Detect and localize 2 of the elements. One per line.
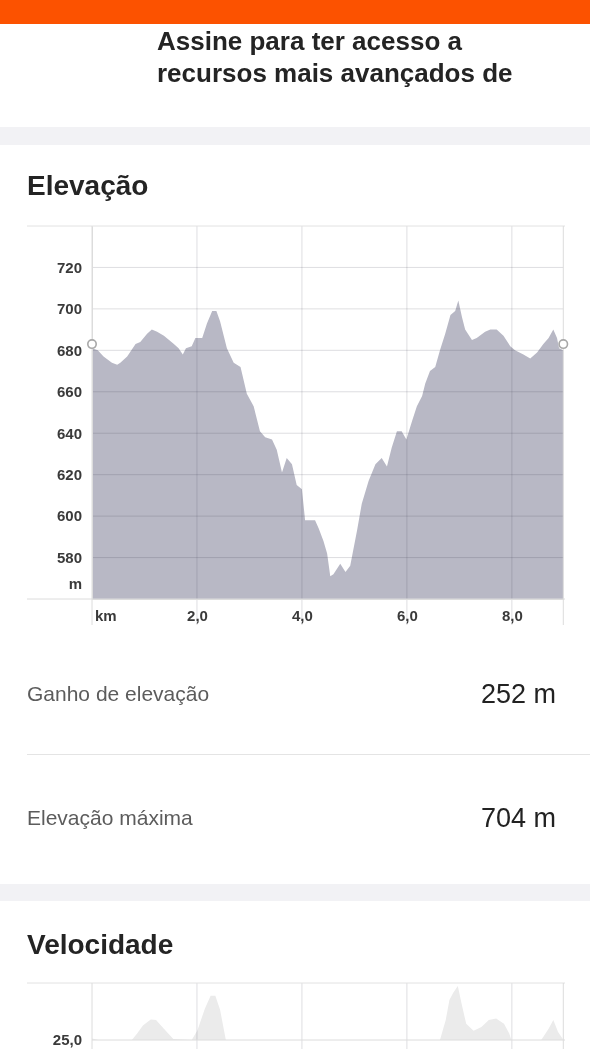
text: 25,0 [52, 1030, 82, 1048]
chart-title: Velocidade [27, 928, 174, 962]
